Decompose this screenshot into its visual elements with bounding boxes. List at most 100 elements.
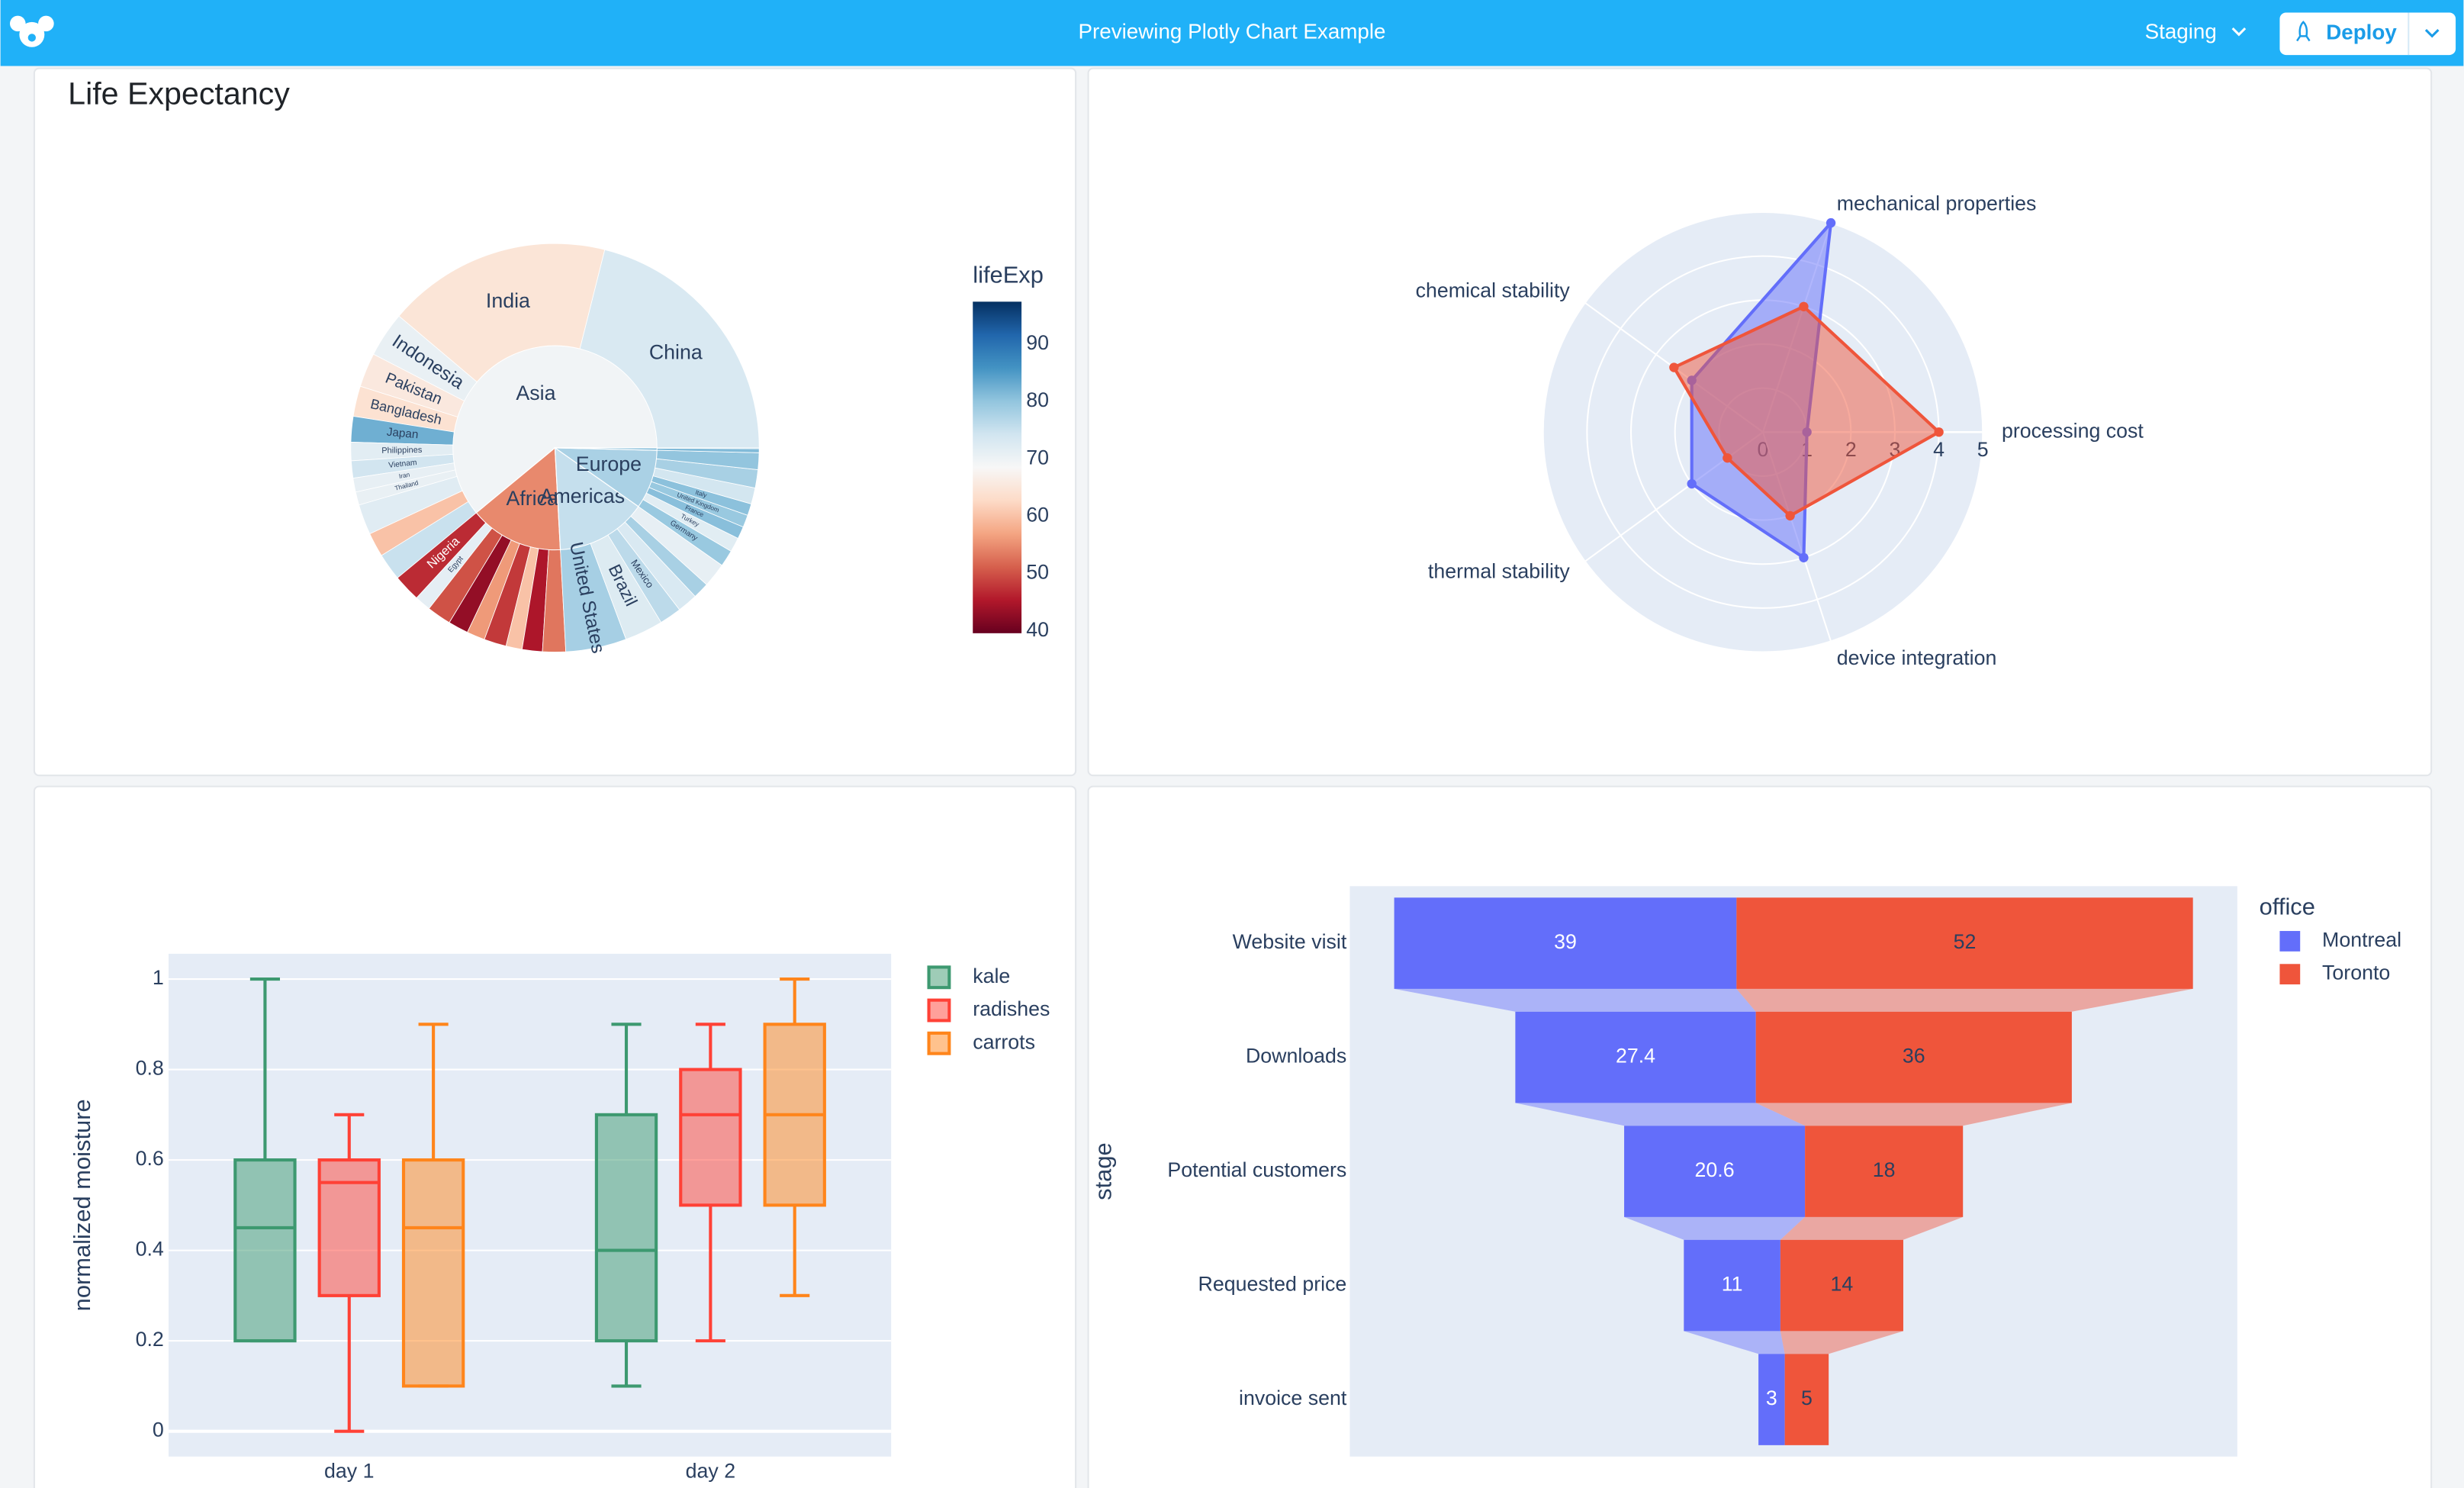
funnel-bar	[1515, 1011, 1756, 1103]
colorbar	[973, 301, 1022, 633]
funnel-connector	[1736, 988, 2193, 1012]
funnel-bar	[1394, 897, 1737, 989]
colorbar-tick-label: 90	[1026, 331, 1049, 354]
sunburst-sector[interactable]	[398, 243, 606, 383]
y-tick-label: 0.6	[136, 1147, 164, 1170]
logo[interactable]	[9, 15, 54, 47]
colorbar-tick-label: 50	[1026, 561, 1049, 584]
y-tick-label: Potential customers	[1167, 1158, 1346, 1181]
y-axis-title: normalized moisture	[69, 1099, 95, 1311]
funnel-connector	[1780, 1216, 1964, 1240]
bar-value-label: 5	[1801, 1387, 1813, 1409]
x-tick-label: day 2	[686, 1459, 735, 1482]
box	[233, 1158, 297, 1343]
bar-value-label: 52	[1954, 930, 1977, 953]
box	[594, 1113, 658, 1343]
box	[679, 1068, 742, 1207]
colorbar-title: lifeExp	[973, 262, 1044, 288]
funnel-bar	[1784, 1354, 1829, 1445]
sector-label: China	[649, 340, 703, 363]
sector-label: Iran	[398, 470, 410, 480]
sector-label: India	[486, 289, 530, 312]
deploy-label[interactable]: Deploy	[2326, 21, 2397, 44]
colorbar-tick-label: 40	[1026, 618, 1049, 641]
funnel-connector	[1684, 1331, 1785, 1354]
legend-swatch[interactable]	[927, 1031, 951, 1055]
legend-label[interactable]: carrots	[973, 1030, 1035, 1053]
legend-title: office	[2260, 893, 2315, 920]
rocket-icon	[2296, 21, 2311, 42]
colorbar-tick-label: 80	[1026, 388, 1049, 411]
environment-chevron[interactable]	[2231, 27, 2247, 37]
sector-label: Europe	[576, 453, 642, 475]
legend-label[interactable]: kale	[973, 965, 1010, 987]
radar-marker	[1785, 510, 1795, 521]
sector-label: Italy	[694, 489, 708, 499]
sector-label: Africa	[507, 487, 559, 510]
funnel-connector	[1780, 1331, 1903, 1354]
y-tick-label: Website visit	[1233, 930, 1347, 953]
y-tick-label: 0.4	[136, 1238, 164, 1261]
funnel-bar	[1780, 1239, 1903, 1332]
radar-area	[1671, 304, 1942, 518]
y-tick-label: 0.2	[136, 1328, 164, 1351]
legend-swatch[interactable]	[2279, 964, 2301, 985]
angular-tick-label: processing cost	[2002, 419, 2144, 442]
radar-marker	[1799, 552, 1809, 562]
y-tick-label: 0.8	[136, 1057, 164, 1080]
funnel-bar	[1755, 1011, 2072, 1103]
chart-title: Life Expectancy	[68, 76, 290, 111]
sunburst-sector[interactable]	[656, 447, 760, 449]
bar-value-label: 14	[1831, 1273, 1854, 1296]
funnel-connector	[1755, 1103, 2072, 1126]
y-tick-label: invoice sent	[1239, 1387, 1347, 1409]
legend-swatch[interactable]	[927, 965, 951, 990]
angular-tick-label: chemical stability	[1416, 279, 1571, 301]
y-tick-label: 0	[153, 1419, 164, 1441]
angular-tick-label: thermal stability	[1428, 559, 1570, 582]
x-tick-label: day 1	[324, 1459, 374, 1482]
bar-value-label: 39	[1554, 930, 1577, 953]
bar-value-label: 11	[1722, 1273, 1743, 1296]
radial-tick-label: 5	[1977, 438, 1989, 461]
legend-label[interactable]: Montreal	[2322, 928, 2401, 951]
bar-value-label: 18	[1873, 1158, 1896, 1181]
funnel-bar	[1758, 1354, 1785, 1445]
legend-label[interactable]: radishes	[973, 997, 1050, 1020]
bar-value-label: 20.6	[1695, 1158, 1735, 1181]
funnel-bar	[1684, 1239, 1780, 1332]
sector-label: Asia	[516, 382, 555, 404]
funnel-connector	[1394, 988, 1756, 1012]
funnel-bar	[1736, 897, 2193, 989]
sector-label: Vietnam	[388, 459, 417, 470]
funnel-connector	[1515, 1103, 1806, 1126]
top-bar	[0, 0, 2464, 66]
sunburst-sector[interactable]	[579, 249, 760, 449]
colorbar-tick-label: 70	[1026, 446, 1049, 469]
box	[317, 1158, 381, 1297]
radar-marker	[1799, 301, 1809, 311]
y-tick-label: 1	[153, 966, 164, 989]
angular-tick-label: device integration	[1837, 646, 1997, 669]
funnel-bar	[1805, 1126, 1964, 1217]
sector-label: Japan	[386, 426, 419, 442]
radar-marker	[1687, 478, 1697, 489]
legend-label[interactable]: Toronto	[2322, 961, 2390, 984]
radar-marker	[1934, 427, 1944, 437]
environment-select[interactable]: Staging	[2145, 20, 2217, 43]
legend-swatch[interactable]	[927, 998, 951, 1023]
legend-swatch[interactable]	[2279, 931, 2301, 952]
sector-label: Philippines	[381, 446, 423, 456]
box	[401, 1158, 465, 1388]
radar-marker	[1669, 362, 1679, 372]
bar-value-label: 27.4	[1616, 1045, 1655, 1068]
sector-label: Americas	[540, 485, 625, 507]
colorbar-tick-label: 60	[1026, 504, 1049, 527]
page-title: Previewing Plotly Chart Example	[1079, 20, 1386, 43]
radial-tick-label: 4	[1933, 438, 1945, 461]
deploy-button[interactable]	[2279, 12, 2456, 56]
y-axis-title: stage	[1089, 1142, 1116, 1200]
deploy-menu-chevron[interactable]	[2424, 29, 2440, 38]
